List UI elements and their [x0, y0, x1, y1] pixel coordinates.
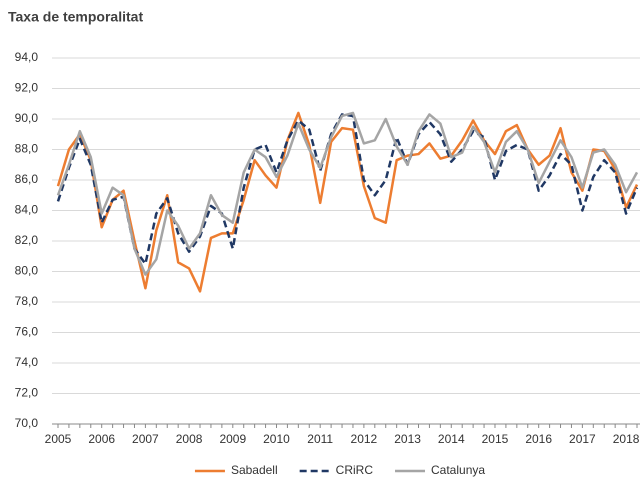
- x-tick-label: 2018: [613, 432, 640, 446]
- y-tick-label: 94,0: [15, 50, 39, 64]
- y-tick-label: 72,0: [15, 386, 39, 400]
- y-tick-label: 84,0: [15, 203, 39, 217]
- y-tick-label: 82,0: [15, 233, 39, 247]
- x-tick-label: 2005: [45, 432, 72, 446]
- series-line: [56, 111, 639, 276]
- y-tick-label: 92,0: [15, 81, 39, 95]
- x-tick-label: 2014: [438, 432, 465, 446]
- x-tick-label: 2007: [132, 432, 159, 446]
- y-tick-label: 70,0: [15, 416, 39, 430]
- x-tick-label: 2008: [176, 432, 203, 446]
- x-tick-label: 2009: [219, 432, 246, 446]
- y-tick-label: 80,0: [15, 264, 39, 278]
- y-tick-label: 86,0: [15, 172, 39, 186]
- x-tick-label: 2015: [482, 432, 509, 446]
- x-tick-label: 2013: [394, 432, 421, 446]
- y-tick-label: 88,0: [15, 142, 39, 156]
- chart-subtitle: Taxa de temporalitat: [8, 9, 143, 25]
- x-tick-label: 2016: [525, 432, 552, 446]
- legend-label: Catalunya: [431, 463, 485, 477]
- x-tick-label: 2012: [351, 432, 378, 446]
- y-tick-label: 90,0: [15, 111, 39, 125]
- y-tick-label: 78,0: [15, 294, 39, 308]
- y-tick-label: 74,0: [15, 355, 39, 369]
- series-line: [56, 111, 639, 293]
- x-tick-label: 2017: [569, 432, 596, 446]
- x-tick-label: 2011: [307, 432, 333, 446]
- legend-label: Sabadell: [231, 463, 278, 477]
- y-tick-label: 76,0: [15, 325, 39, 339]
- x-tick-label: 2006: [88, 432, 115, 446]
- legend-label: CRiRC: [336, 463, 374, 477]
- x-tick-label: 2010: [263, 432, 290, 446]
